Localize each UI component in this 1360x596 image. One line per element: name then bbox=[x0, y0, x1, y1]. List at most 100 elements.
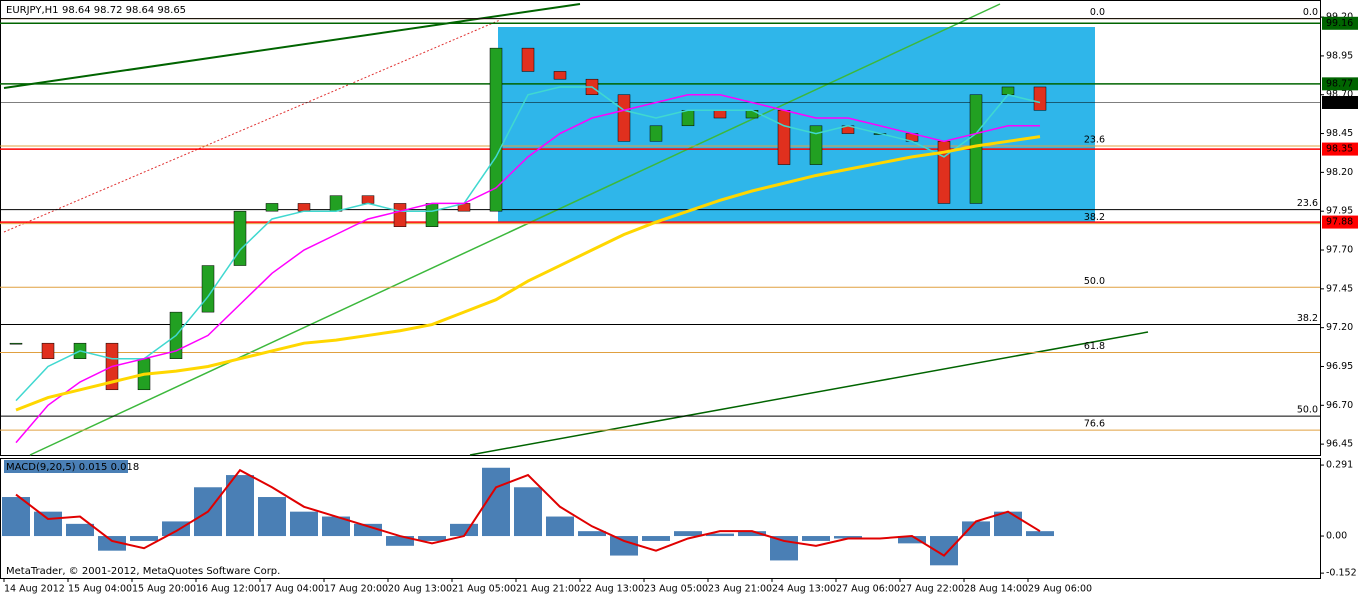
signal-line bbox=[15, 468, 1041, 557]
y-tick-label: 0.291 bbox=[1326, 460, 1353, 471]
macd-bar bbox=[322, 516, 350, 537]
fib-label: 0.0 bbox=[1303, 7, 1318, 18]
fib-label: 76.6 bbox=[1084, 419, 1105, 430]
macd-bar bbox=[610, 536, 638, 556]
candle bbox=[1001, 86, 1015, 95]
x-tick-label: 15 Aug 20:00 bbox=[132, 584, 196, 595]
macd-bar bbox=[706, 533, 734, 537]
candle bbox=[777, 110, 791, 165]
symbol: EURJPY,H1 bbox=[6, 5, 59, 16]
fib-label: 50.0 bbox=[1297, 405, 1318, 416]
y-tick-label: 97.95 bbox=[1326, 206, 1353, 217]
candle bbox=[425, 203, 439, 227]
macd-bar bbox=[34, 511, 62, 537]
macd-bar bbox=[450, 523, 478, 537]
x-tick-label: 28 Aug 14:00 bbox=[964, 584, 1028, 595]
x-tick-label: 24 Aug 13:00 bbox=[772, 584, 836, 595]
x-tick-label: 23 Aug 05:00 bbox=[644, 584, 708, 595]
macd-title-bg bbox=[4, 460, 128, 473]
candle bbox=[617, 94, 631, 142]
x-tick-label: 17 Aug 04:00 bbox=[260, 584, 324, 595]
x-tick-label: 21 Aug 21:00 bbox=[516, 584, 580, 595]
footer: MetaTrader, © 2001-2012, MetaQuotes Soft… bbox=[6, 566, 280, 577]
candle bbox=[9, 342, 23, 345]
y-tick-label: 96.45 bbox=[1326, 439, 1353, 450]
macd-bar bbox=[738, 531, 766, 537]
level-label: 97.88 bbox=[1326, 217, 1353, 228]
macd-bar bbox=[578, 531, 606, 537]
candle bbox=[745, 110, 759, 119]
macd-bar bbox=[642, 536, 670, 541]
y-tick-label: 98.70 bbox=[1326, 89, 1353, 100]
macd-title: MACD(9,20,5) 0.015 0.018 bbox=[6, 462, 139, 473]
x-tick-label: 14 Aug 2012 bbox=[4, 584, 65, 595]
moving-average bbox=[15, 93, 1040, 444]
x-tick-label: 16 Aug 12:00 bbox=[196, 584, 260, 595]
macd-bar bbox=[354, 523, 382, 537]
trend-line bbox=[3, 3, 581, 89]
macd-bar bbox=[962, 521, 990, 537]
x-tick-label: 23 Aug 21:00 bbox=[708, 584, 772, 595]
level-box bbox=[1322, 95, 1358, 109]
level-box bbox=[1322, 215, 1358, 229]
macd-bar bbox=[514, 487, 542, 537]
fib-label: 38.2 bbox=[1084, 212, 1105, 223]
level-label: 98.65 bbox=[1326, 97, 1353, 108]
level-label: 98.77 bbox=[1326, 78, 1353, 89]
macd-bar bbox=[994, 511, 1022, 537]
candle bbox=[809, 125, 823, 165]
y-tick-label: 98.95 bbox=[1326, 50, 1353, 61]
macd-bar bbox=[2, 497, 30, 537]
macd-bar bbox=[98, 536, 126, 551]
moving-average bbox=[15, 86, 1041, 402]
candle bbox=[41, 342, 55, 359]
candle bbox=[649, 125, 663, 142]
y-tick-label: 96.95 bbox=[1326, 361, 1353, 372]
macd-bar bbox=[130, 536, 158, 541]
level-label: 98.35 bbox=[1326, 144, 1353, 155]
moving-average bbox=[15, 135, 1041, 412]
x-tick-label: 15 Aug 04:00 bbox=[68, 584, 132, 595]
x-tick-label: 17 Aug 20:00 bbox=[324, 584, 388, 595]
y-tick-label: 97.45 bbox=[1326, 283, 1353, 294]
macd-bar bbox=[258, 497, 286, 537]
candle bbox=[681, 110, 695, 127]
macd-bar bbox=[290, 511, 318, 537]
trend-line bbox=[3, 19, 501, 233]
y-tick-label: 98.20 bbox=[1326, 167, 1353, 178]
level-box bbox=[1322, 16, 1358, 30]
level-box bbox=[1322, 142, 1358, 156]
highlight-rectangle bbox=[498, 27, 1095, 222]
candle bbox=[201, 265, 215, 313]
macd-bar bbox=[770, 536, 798, 561]
trend-line bbox=[29, 3, 1001, 456]
x-tick-label: 20 Aug 13:00 bbox=[388, 584, 452, 595]
fib-label: 38.2 bbox=[1297, 313, 1318, 324]
x-tick-label: 27 Aug 22:00 bbox=[900, 584, 964, 595]
candle bbox=[329, 195, 343, 212]
fib-label: 50.0 bbox=[1084, 276, 1105, 287]
candle bbox=[969, 94, 983, 204]
macd-bar bbox=[674, 531, 702, 537]
y-tick-label: 98.45 bbox=[1326, 128, 1353, 139]
y-tick-label: 97.20 bbox=[1326, 322, 1353, 333]
candle bbox=[489, 47, 503, 212]
candle bbox=[361, 195, 375, 204]
candle bbox=[1033, 86, 1047, 111]
candle bbox=[265, 203, 279, 212]
level-label: 99.16 bbox=[1326, 18, 1353, 29]
candle bbox=[233, 210, 247, 266]
y-tick-label: 96.70 bbox=[1326, 400, 1353, 411]
fib-label: 23.6 bbox=[1297, 198, 1318, 209]
candle bbox=[393, 203, 407, 227]
macd-bar bbox=[834, 536, 862, 539]
macd-bar bbox=[386, 536, 414, 546]
fib-label: 0.0 bbox=[1090, 7, 1105, 18]
fib-label: 23.6 bbox=[1084, 134, 1105, 145]
candle bbox=[713, 110, 727, 119]
macd-bar bbox=[802, 536, 830, 541]
macd-bar bbox=[546, 516, 574, 537]
quote: 98.64 98.72 98.64 98.65 bbox=[62, 5, 186, 16]
macd-bar bbox=[226, 475, 254, 537]
